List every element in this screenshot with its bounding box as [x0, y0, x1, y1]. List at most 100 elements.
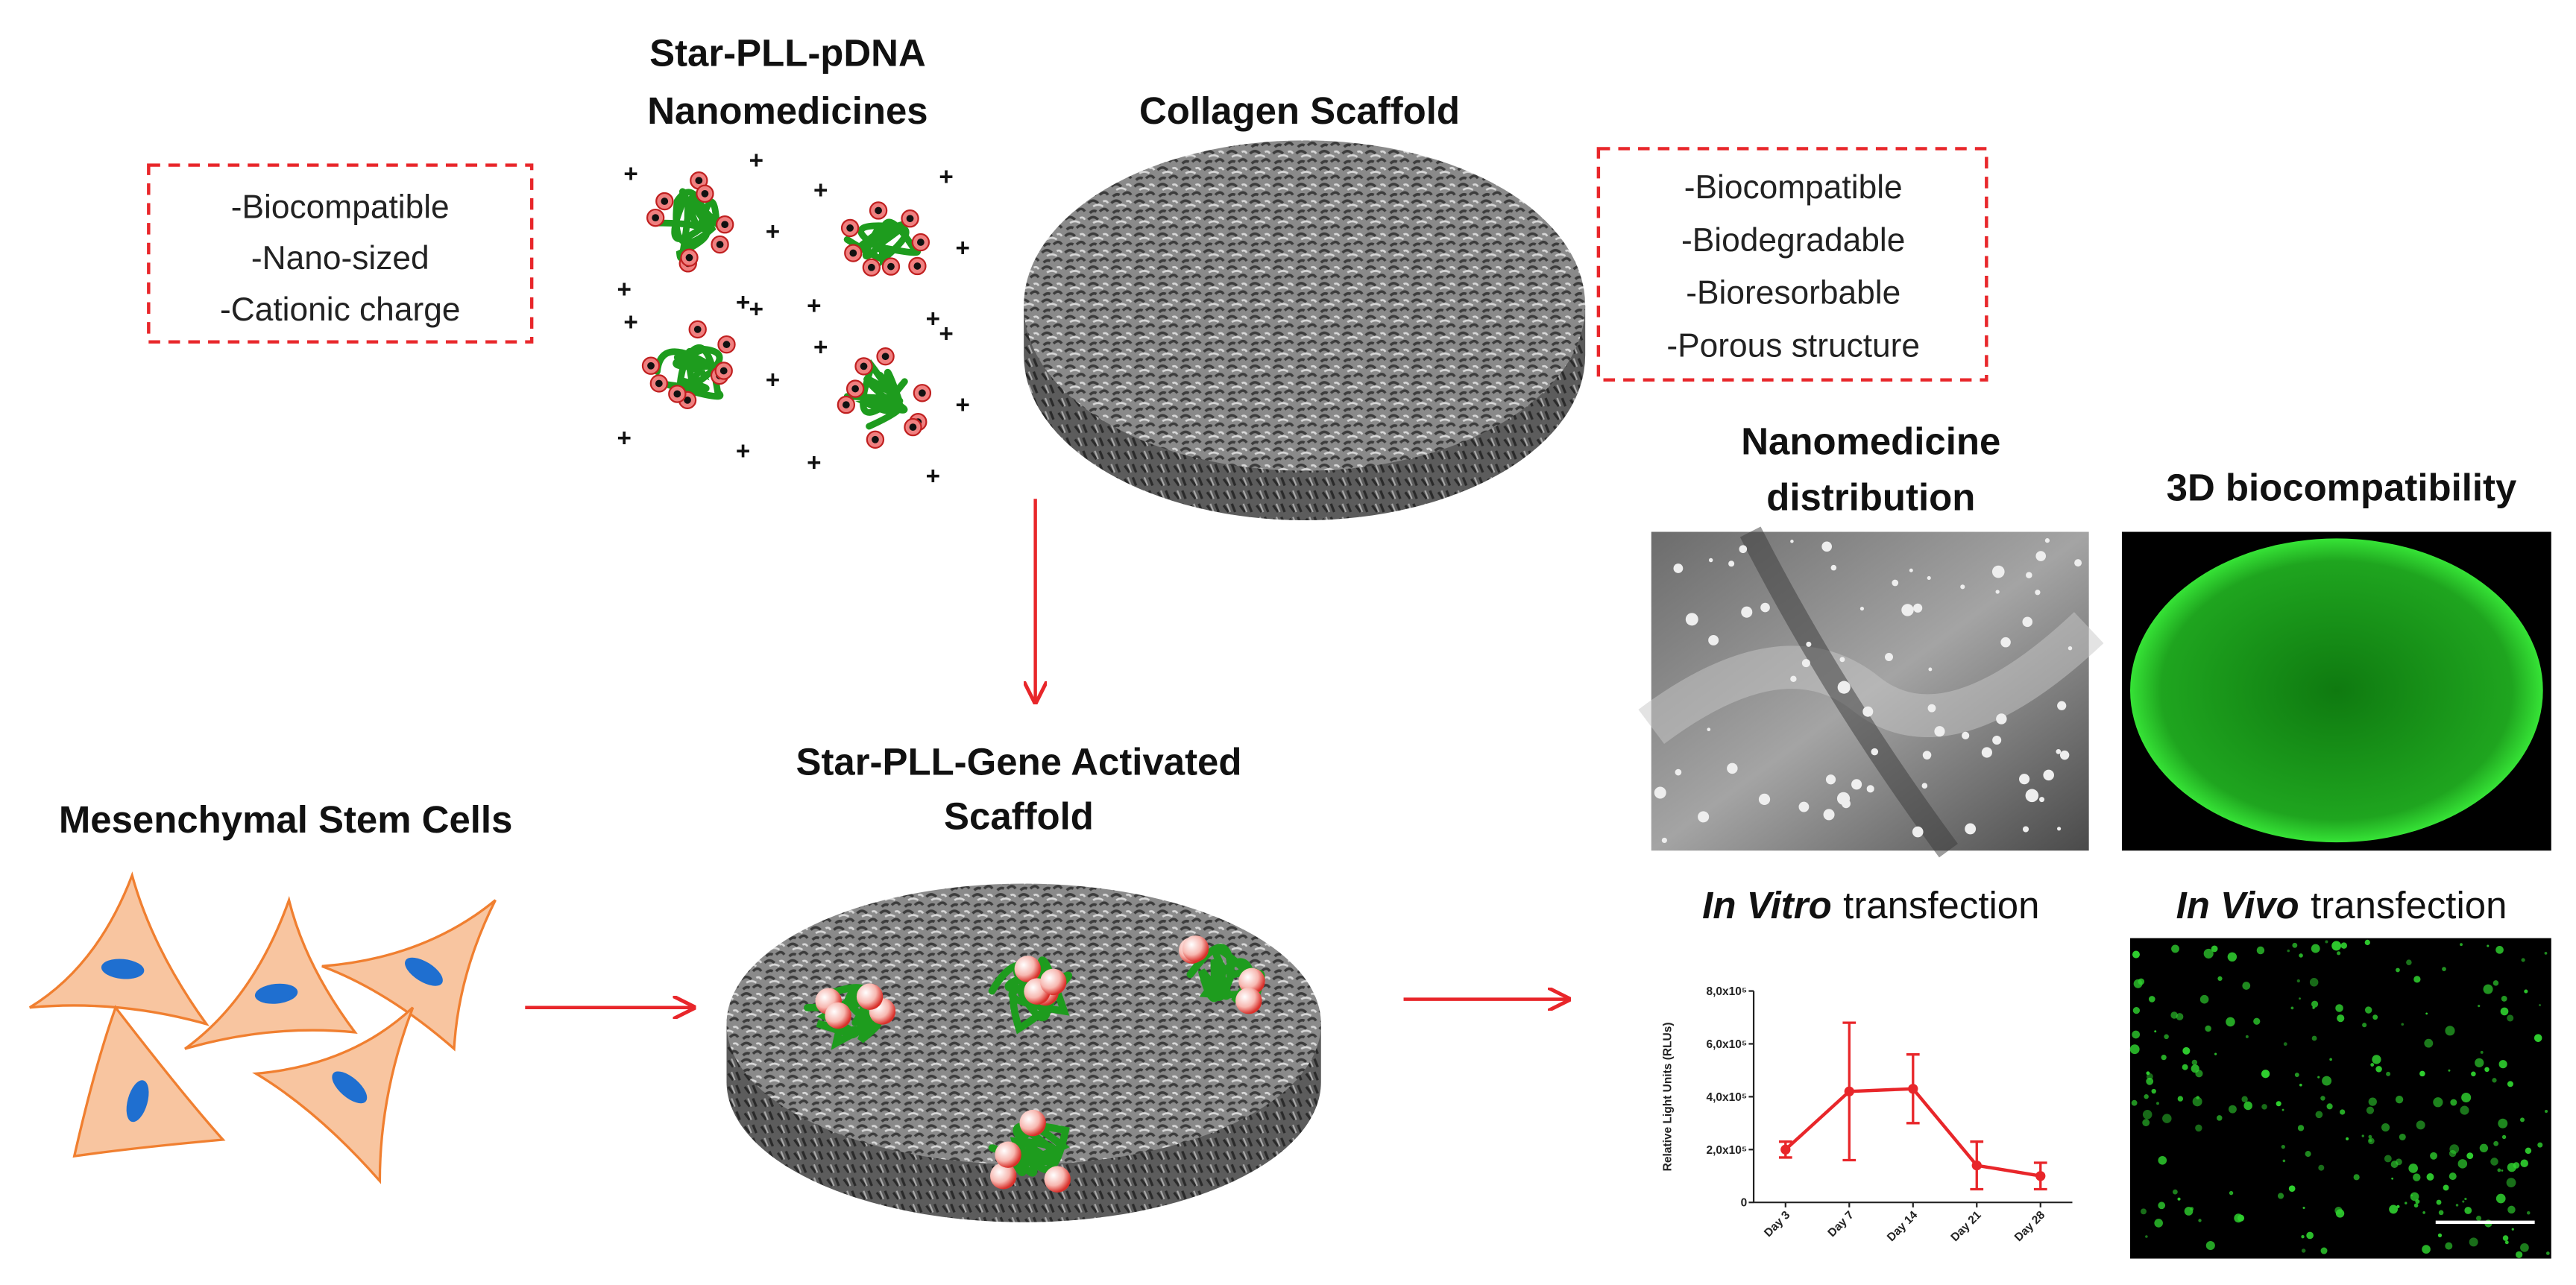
loaded-nanomedicines: [804, 935, 1265, 1193]
charge: +: [955, 234, 969, 262]
stem-cells-title: Mesenchymal Stem Cells: [59, 798, 513, 841]
signal-dot: [2443, 1184, 2449, 1191]
signal-dot: [2241, 1096, 2248, 1102]
sem-particle: [2057, 701, 2067, 710]
signal-dot: [2141, 1208, 2147, 1215]
charge: +: [813, 333, 828, 361]
signal-dot: [2151, 1088, 2156, 1094]
signal-dot: [2511, 1228, 2514, 1231]
cell-body: [252, 1006, 415, 1184]
polymer-coil: [654, 344, 724, 400]
signal-dot: [2484, 1067, 2490, 1073]
signal-dot: [2450, 1099, 2457, 1106]
signal-dot: [2170, 1011, 2178, 1019]
signal-dot: [2478, 1005, 2481, 1008]
signal-dot: [2281, 1108, 2284, 1111]
nanomedicines: + ++ +++ ++ +++ ++ +++ ++ ++: [617, 147, 969, 490]
sem-particle: [1830, 564, 1837, 571]
sem-particle: [2025, 789, 2039, 803]
signal-dot: [2445, 1026, 2455, 1036]
signal-dot: [2396, 967, 2400, 973]
property: -Cationic charge: [220, 291, 460, 328]
sem-particle: [1862, 706, 1874, 717]
signal-dot: [2340, 1109, 2346, 1115]
sem-particle: [1981, 747, 1992, 758]
signal-dot: [2228, 1105, 2237, 1114]
signal-dot: [2361, 1134, 2364, 1137]
signal-dot: [2433, 1097, 2443, 1108]
sem-particle: [1661, 837, 1667, 844]
sem-particles: [1638, 526, 2104, 858]
sem-particle: [1758, 793, 1771, 805]
signal-dot: [2516, 1251, 2523, 1258]
sem-particle: [2056, 827, 2062, 831]
signal-dot: [2192, 1096, 2202, 1107]
signal-dot: [2430, 1152, 2437, 1160]
panel-title: distribution: [1766, 476, 1975, 519]
dna-core: [906, 215, 914, 223]
signal-dot: [2399, 1133, 2406, 1140]
sem-particle: [1921, 783, 1928, 789]
signal-dot: [2261, 1104, 2267, 1110]
signal-dot: [2171, 944, 2179, 953]
sem-particle: [2000, 637, 2011, 648]
sem-particle: [1901, 604, 1914, 616]
signal-dot: [2326, 1103, 2333, 1110]
charge: +: [766, 218, 780, 245]
sem-particle: [2035, 551, 2047, 561]
signal-dot: [2464, 1207, 2472, 1214]
signal-dot: [2502, 1235, 2509, 1241]
signal-dot: [2513, 1162, 2520, 1169]
sem-particle: [1842, 799, 1851, 809]
sem-particle: [1760, 602, 1770, 613]
signal-dot: [2337, 951, 2341, 956]
scaffold-top: [1024, 140, 1586, 471]
dna-core: [887, 262, 895, 271]
signal-dot: [2297, 1125, 2305, 1131]
dna-core: [716, 241, 724, 248]
signal-dot: [2520, 1159, 2528, 1167]
signal-dot: [2132, 950, 2140, 959]
sem-particle: [1821, 541, 1833, 552]
signal-dot: [2283, 1042, 2287, 1046]
charge: +: [766, 367, 780, 394]
sem-particle: [2044, 538, 2050, 543]
signal-dot: [2195, 1124, 2202, 1132]
sem-particle: [1909, 568, 1913, 572]
gene-scaffold-title: Scaffold: [944, 795, 1094, 837]
property: -Biocompatible: [231, 189, 450, 225]
sem-particle: [1798, 801, 1810, 812]
signal-dot: [2245, 1035, 2249, 1038]
signal-dot: [2154, 1030, 2157, 1033]
signal-dot: [2448, 1069, 2451, 1072]
signal-dot: [2131, 1099, 2138, 1106]
sem-particle: [1965, 823, 1977, 835]
signal-dot: [2237, 1214, 2245, 1222]
signal-dot: [2315, 1111, 2323, 1119]
charge: +: [617, 276, 631, 303]
sem-particle: [2074, 559, 2082, 567]
signal-dot: [2416, 1120, 2425, 1130]
signal-dot: [2426, 1173, 2434, 1181]
sem-particle: [2043, 769, 2054, 781]
signal-dot: [2410, 1192, 2419, 1202]
y-tick-label: 0: [1741, 1197, 1748, 1210]
signal-dot: [2464, 1197, 2467, 1201]
charge: +: [813, 177, 828, 204]
signal-dot: [2203, 948, 2214, 959]
signal-dot: [2346, 1137, 2349, 1140]
panel-title-rest: transfection: [1843, 884, 2039, 926]
bead: [1014, 956, 1042, 982]
scaffold-title: Collagen Scaffold: [1139, 89, 1460, 132]
signal-dot: [2457, 1159, 2468, 1169]
signal-dot: [2368, 1097, 2377, 1106]
signal-dot: [2301, 1235, 2305, 1239]
signal-dot: [2408, 1164, 2418, 1173]
panel-title: In Vitro transfection: [1702, 884, 2039, 926]
signal-dot: [2305, 1151, 2311, 1158]
signal-dot: [2362, 1023, 2367, 1028]
signal-dot: [2498, 1060, 2507, 1069]
nucleus: [254, 983, 298, 1004]
sem-particle: [1708, 558, 1713, 563]
signal-dot: [2334, 1207, 2343, 1215]
